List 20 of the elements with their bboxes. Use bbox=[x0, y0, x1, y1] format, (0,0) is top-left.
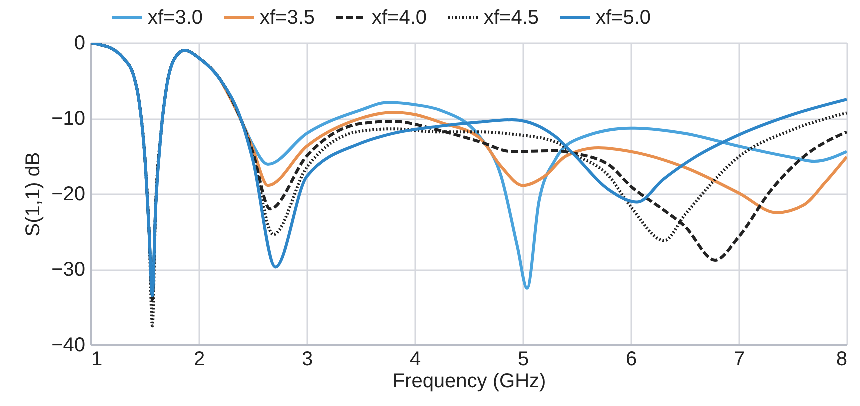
x-axis-title: Frequency (GHz) bbox=[392, 370, 546, 392]
y-tick-label: −30 bbox=[52, 259, 86, 281]
x-tick-label: 8 bbox=[836, 348, 848, 370]
legend-label: xf=4.0 bbox=[372, 6, 428, 29]
x-tick-label: 1 bbox=[92, 348, 103, 370]
x-tick-label: 5 bbox=[518, 348, 530, 370]
y-tick-label: −20 bbox=[52, 184, 86, 206]
legend-label: xf=5.0 bbox=[596, 6, 652, 29]
x-tick-label: 2 bbox=[194, 348, 206, 370]
y-tick-label: −40 bbox=[52, 334, 86, 356]
legend-label: xf=4.5 bbox=[484, 6, 540, 29]
x-tick-label: 6 bbox=[626, 348, 638, 370]
x-tick-label: 4 bbox=[410, 348, 422, 370]
legend-label: xf=3.5 bbox=[260, 6, 316, 29]
y-tick-label: −10 bbox=[52, 108, 86, 130]
x-tick-label: 3 bbox=[302, 348, 314, 370]
x-tick-label: 7 bbox=[734, 348, 746, 370]
y-axis-title: S(1,1) dB bbox=[22, 152, 45, 237]
y-tick-label: 0 bbox=[74, 32, 86, 54]
legend-label: xf=3.0 bbox=[148, 6, 204, 29]
